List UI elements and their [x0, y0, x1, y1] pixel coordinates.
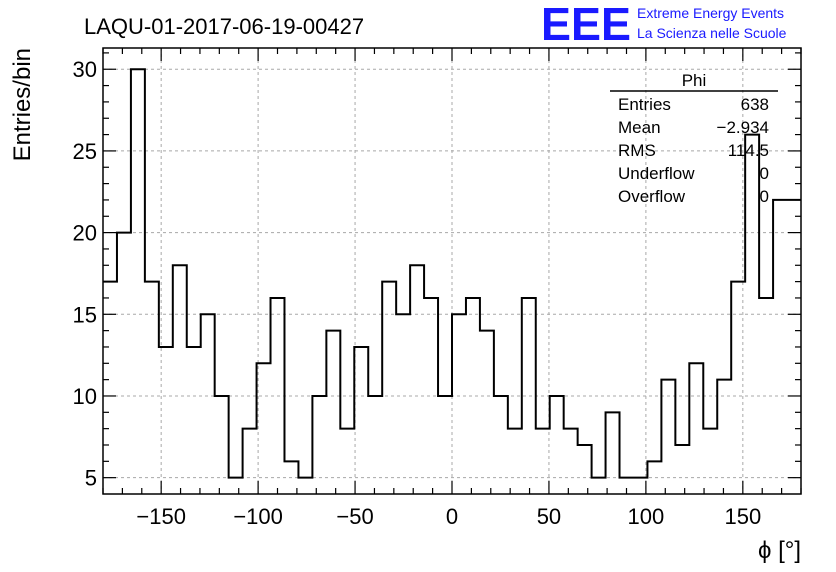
x-tick-label: −150	[136, 504, 186, 529]
y-tick-label: 30	[73, 57, 97, 82]
histogram-line	[103, 68, 801, 479]
stats-title: Phi	[682, 71, 707, 90]
stats-label: Underflow	[618, 164, 695, 183]
y-tick-label: 25	[73, 139, 97, 164]
x-tick-label: 150	[724, 504, 761, 529]
y-tick-label: 5	[85, 466, 97, 491]
y-tick-label: 15	[73, 302, 97, 327]
stats-rows: Entries 638 Mean −2.934 RMS 114.5 Underflow 0 Ov…	[618, 95, 769, 206]
stats-value: 114.5	[728, 141, 769, 160]
y-tick-label: 20	[73, 221, 97, 246]
x-axis-label: ϕ [°]	[758, 537, 801, 564]
y-tick-label: 10	[73, 384, 97, 409]
stats-value: −2.934	[717, 118, 769, 137]
logo-line-2: La Scienza nelle Scuole	[637, 25, 787, 41]
axis-ticks	[102, 48, 802, 494]
stats-value: 638	[741, 95, 769, 114]
stats-value: 0	[760, 164, 769, 183]
y-axis-label: Entries/bin	[9, 48, 36, 161]
stats-value: 0	[760, 187, 769, 206]
stats-box: Phi Entries 638 Mean −2.934 RMS 114.5 Underflo…	[610, 71, 778, 206]
stats-label: RMS	[618, 141, 656, 160]
grid-lines	[103, 48, 801, 494]
logo-mark: EEE	[541, 0, 631, 50]
x-tick-label: −100	[233, 504, 283, 529]
run-title: LAQU-01-2017-06-19-00427	[84, 14, 364, 39]
eee-logo: EEE Extreme Energy Events La Scienza nel…	[541, 0, 787, 50]
stats-label: Overflow	[618, 187, 686, 206]
x-tick-label: 50	[537, 504, 561, 529]
y-tick-labels: 5 10 15 20 25 30	[73, 57, 97, 490]
x-tick-label: 100	[628, 504, 665, 529]
logo-line-1: Extreme Energy Events	[637, 5, 784, 21]
stats-label: Entries	[618, 95, 671, 114]
stats-label: Mean	[618, 118, 661, 137]
x-tick-label: 0	[446, 504, 458, 529]
x-tick-label: −50	[336, 504, 373, 529]
x-tick-labels: −150 −100 −50 0 50 100 150	[136, 504, 761, 529]
